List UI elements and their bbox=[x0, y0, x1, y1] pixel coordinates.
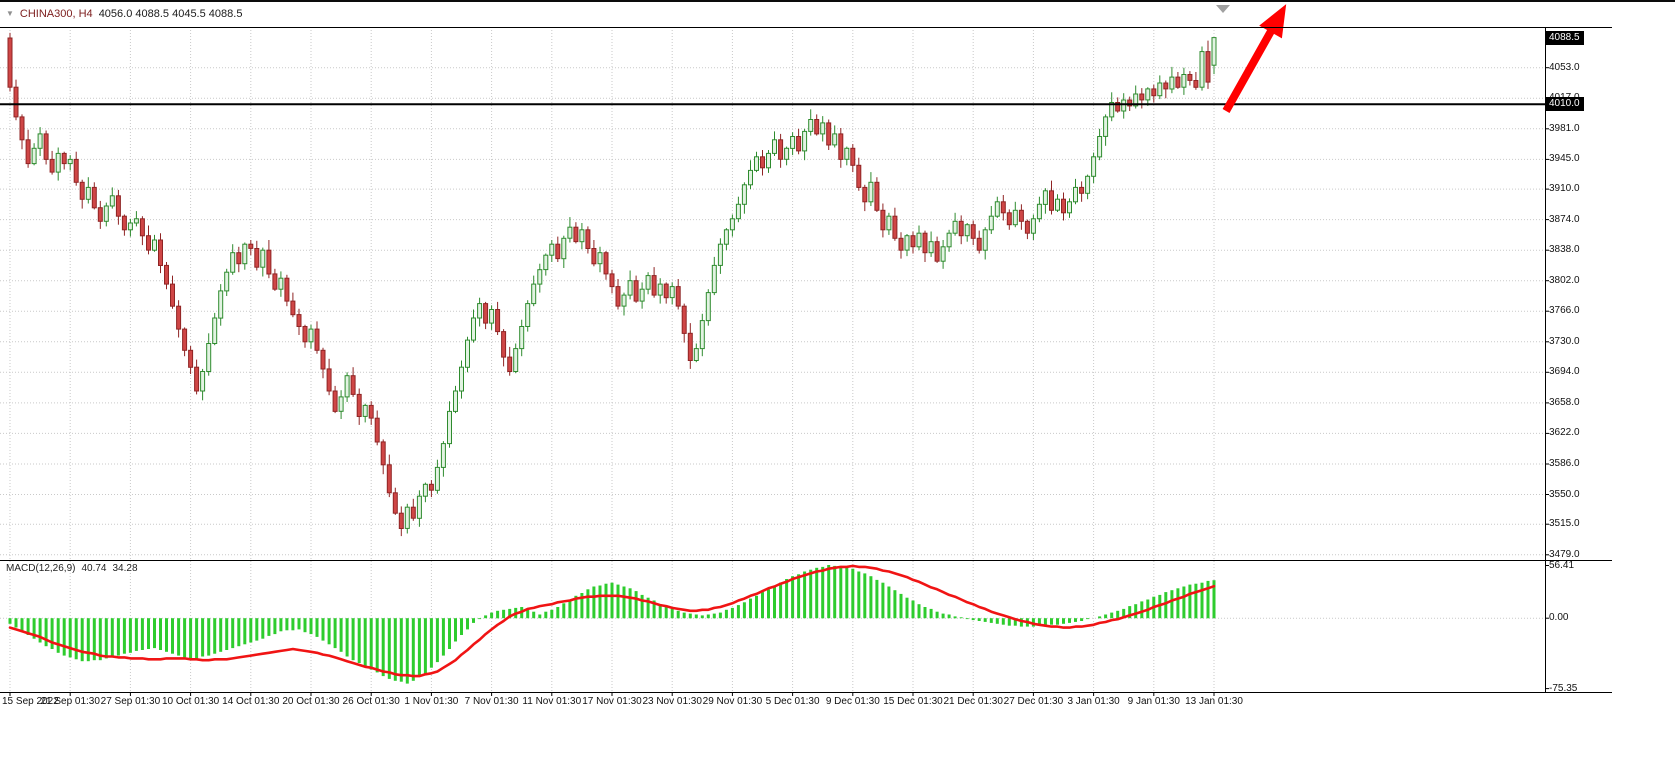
candlesticks bbox=[7, 32, 1217, 537]
macd-header: MACD(12,26,9) 40.74 34.28 bbox=[6, 563, 138, 574]
price-axis-label: 3766.0 bbox=[1549, 305, 1580, 317]
time-axis-label: 9 Dec 01:30 bbox=[825, 696, 880, 707]
macd-axis-label: -75.35 bbox=[1549, 682, 1578, 694]
price-axis-label: 3550.0 bbox=[1549, 488, 1580, 500]
time-axis-label: 1 Nov 01:30 bbox=[404, 696, 459, 707]
price-axis-label: 3622.0 bbox=[1549, 427, 1580, 439]
time-axis-label: 13 Jan 01:30 bbox=[1185, 696, 1243, 707]
macd-main-value: 40.74 bbox=[81, 563, 107, 574]
price-axis-label: 4053.0 bbox=[1549, 61, 1580, 73]
macd-signal-line bbox=[8, 564, 1216, 678]
price-axis-label: 3658.0 bbox=[1549, 396, 1580, 408]
price-axis-label: 3586.0 bbox=[1549, 457, 1580, 469]
time-axis-label: 26 Oct 01:30 bbox=[342, 696, 400, 707]
time-axis-label: 15 Sep 2022 bbox=[2, 696, 59, 707]
time-axis-label: 23 Nov 01:30 bbox=[642, 696, 702, 707]
price-axis-label: 3730.0 bbox=[1549, 335, 1580, 347]
hline-price-badge: 4010.0 bbox=[1546, 97, 1584, 112]
price-axis-label: 3945.0 bbox=[1549, 153, 1580, 165]
time-axis-label: 21 Sep 01:30 bbox=[40, 696, 100, 707]
price-axis-label: 3910.0 bbox=[1549, 183, 1580, 195]
time-axis-label: 29 Nov 01:30 bbox=[702, 696, 763, 707]
time-axis-label: 27 Sep 01:30 bbox=[100, 696, 161, 707]
macd-axis-label: 0.00 bbox=[1549, 612, 1569, 624]
price-axis-label: 3981.0 bbox=[1549, 122, 1580, 134]
symbol-dropdown-icon[interactable]: ▼ bbox=[6, 9, 14, 18]
macd-signal-value: 34.28 bbox=[112, 563, 138, 574]
time-axis-label: 14 Oct 01:30 bbox=[222, 696, 280, 707]
chart-header: ▼ CHINA300, H4 4056.0 4088.5 4045.5 4088… bbox=[6, 8, 242, 20]
macd-axis-label: 56.41 bbox=[1549, 559, 1575, 571]
price-axis-label: 3694.0 bbox=[1549, 366, 1580, 378]
chart-shift-marker[interactable] bbox=[1216, 5, 1230, 13]
time-axis-label: 15 Dec 01:30 bbox=[883, 696, 943, 707]
ohlc-values: 4056.0 4088.5 4045.5 4088.5 bbox=[98, 8, 243, 20]
time-axis-label: 27 Dec 01:30 bbox=[1003, 696, 1064, 707]
time-axis-label: 3 Jan 01:30 bbox=[1067, 696, 1120, 707]
breakout-arrow-annotation[interactable] bbox=[1222, 4, 1287, 114]
time-axis-label: 21 Dec 01:30 bbox=[943, 696, 1003, 707]
current-price-badge: 4088.5 bbox=[1546, 30, 1584, 45]
macd-indicator-label: MACD(12,26,9) bbox=[6, 563, 76, 574]
time-axis-label: 20 Oct 01:30 bbox=[282, 696, 340, 707]
price-axis-label: 3838.0 bbox=[1549, 244, 1580, 256]
time-axis-label: 9 Jan 01:30 bbox=[1127, 696, 1180, 707]
price-axis-label: 3479.0 bbox=[1549, 548, 1580, 560]
macd-histogram bbox=[8, 565, 1216, 684]
price-axis-label: 3874.0 bbox=[1549, 213, 1580, 225]
price-axis-label: 3802.0 bbox=[1549, 274, 1580, 286]
time-axis-label: 10 Oct 01:30 bbox=[161, 696, 220, 707]
time-axis-label: 7 Nov 01:30 bbox=[464, 696, 519, 707]
symbol-title: CHINA300, H4 bbox=[19, 8, 93, 20]
time-axis-label: 5 Dec 01:30 bbox=[765, 696, 820, 707]
time-axis-label: 11 Nov 01:30 bbox=[522, 696, 582, 707]
time-axis-label: 17 Nov 01:30 bbox=[582, 696, 642, 707]
price-axis-label: 3515.0 bbox=[1549, 518, 1580, 530]
